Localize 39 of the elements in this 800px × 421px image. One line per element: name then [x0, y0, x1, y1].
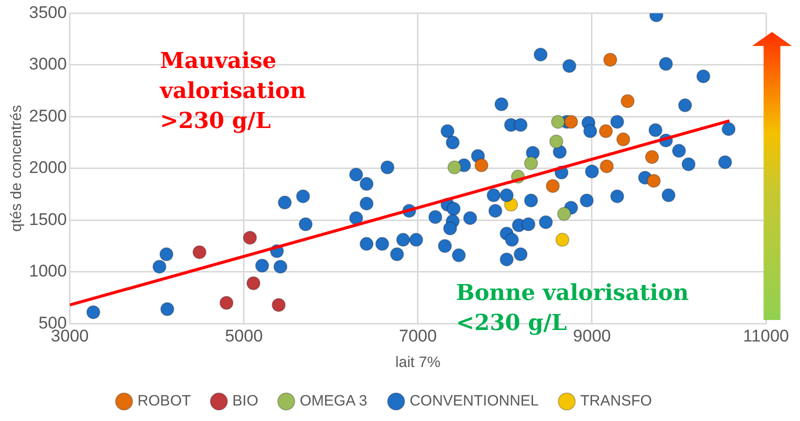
x-axis-title: lait 7%	[395, 354, 440, 372]
x-tick-label: 5000	[224, 326, 263, 346]
x-tick-label: 7000	[398, 326, 437, 346]
annotation: Mauvaise valorisation >230 g/L	[160, 47, 306, 136]
x-tick-label: 11000	[742, 326, 790, 346]
y-tick-label: 1000	[28, 262, 67, 281]
point	[564, 114, 578, 129]
y-axis-title: qtés de concentrés	[8, 105, 26, 232]
point	[246, 276, 260, 290]
legend-label: OMEGA 3	[300, 392, 368, 410]
legend-label: BIO	[232, 392, 258, 410]
point	[616, 132, 630, 146]
point	[646, 174, 661, 188]
point	[272, 298, 286, 312]
legend-label: ROBOT	[138, 392, 191, 410]
point	[645, 150, 659, 164]
point	[598, 124, 613, 138]
point	[474, 158, 488, 172]
legend-label: TRANSFO	[580, 392, 652, 410]
point	[549, 134, 564, 148]
y-tick-label: 1500	[28, 210, 67, 229]
point	[192, 245, 206, 260]
point	[524, 156, 538, 170]
y-tick-label: 3000	[28, 54, 67, 74]
point	[600, 159, 614, 174]
point	[242, 230, 257, 245]
y-tick-label: 2000	[28, 158, 67, 178]
x-tick-label: 9000	[573, 326, 611, 346]
point	[555, 232, 570, 247]
point	[219, 296, 234, 310]
y-tick-label: 3500	[28, 2, 67, 22]
point	[447, 160, 462, 174]
legend-label: CONVENTIONNEL	[410, 392, 539, 410]
point	[620, 94, 635, 108]
point	[603, 52, 618, 67]
point	[546, 178, 560, 193]
point	[551, 114, 566, 129]
y-tick-label: 2500	[28, 106, 67, 126]
point	[557, 206, 572, 221]
